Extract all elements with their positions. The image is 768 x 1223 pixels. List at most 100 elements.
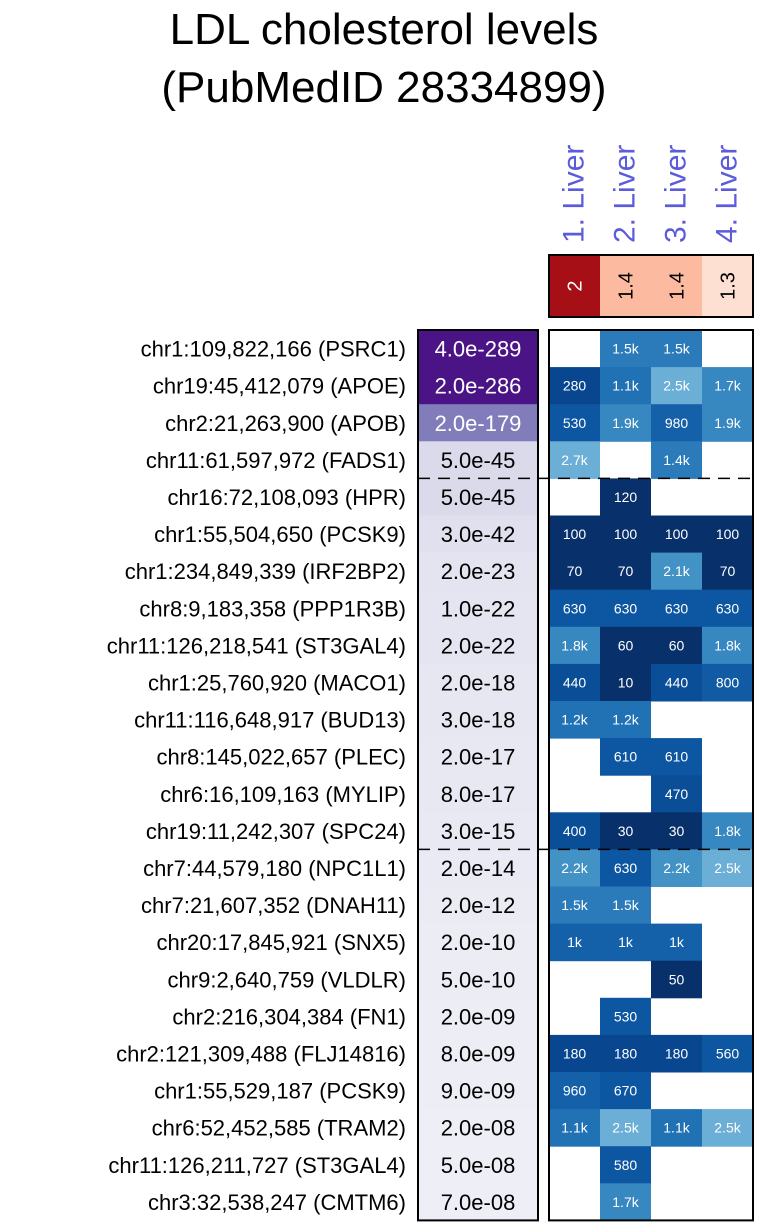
row-label: chr1:234,849,339 (IRF2BP2): [125, 559, 406, 584]
pvalue-cell: [418, 589, 538, 628]
heatmap-cell-label: 1.9k: [612, 415, 639, 431]
heatmap-cell-label: 2.1k: [663, 563, 690, 579]
column-score-box: [702, 255, 753, 317]
heatmap-cell: [702, 626, 753, 665]
heatmap-cell: [702, 552, 753, 591]
column-label: 1. Liver: [558, 145, 591, 243]
heatmap-cell: [651, 589, 702, 628]
heatmap-cell: [702, 589, 753, 628]
row-label: chr19:11,242,307 (SPC24): [146, 819, 406, 844]
row-label: chr16:72,108,093 (HPR): [168, 485, 406, 510]
pvalue-label: 5.0e-45: [441, 485, 516, 510]
pvalue-label: 9.0e-09: [441, 1079, 516, 1104]
heatmap-cell-label: 670: [614, 1083, 638, 1099]
heatmap-cell: [549, 441, 600, 479]
heatmap-cell-label: 2.5k: [714, 860, 741, 876]
heatmap-cell-label: 1.1k: [612, 378, 639, 394]
row-label: chr1:55,504,650 (PCSK9): [154, 522, 406, 547]
pvalue-label: 7.0e-08: [441, 1190, 516, 1215]
heatmap-cell-label: 610: [665, 749, 689, 765]
heatmap-cell-label: 100: [665, 526, 689, 542]
chart-subtitle: (PubMedID 28334899): [161, 63, 607, 112]
heatmap-cell-label: 50: [669, 971, 685, 987]
row-label: chr3:32,538,247 (CMTM6): [148, 1190, 406, 1215]
heatmap-cell: [600, 404, 651, 442]
heatmap-cell-label: 630: [716, 600, 740, 616]
heatmap-cell: [600, 701, 651, 739]
heatmap-cell: [549, 367, 600, 405]
heatmap-cell-label: 530: [563, 415, 587, 431]
pvalue-label: 2.0e-14: [441, 856, 516, 881]
heatmap-cell-label: 2.7k: [561, 452, 588, 468]
heatmap-cell-label: 1.1k: [561, 1120, 588, 1136]
heatmap-cell: [600, 812, 651, 850]
pvalue-cell: [418, 960, 538, 999]
pvalue-label: 4.0e-289: [435, 337, 522, 362]
heatmap-cell-label: 30: [669, 823, 685, 839]
heatmap-cell-label: 180: [563, 1045, 587, 1061]
heatmap-cell-label: 960: [563, 1083, 587, 1099]
heatmap-cell-label: 70: [720, 563, 736, 579]
pvalue-cell: [418, 663, 538, 702]
heatmap-cell: [549, 849, 600, 887]
heatmap-cell: [600, 663, 651, 702]
column-score-value: 1.4: [616, 272, 638, 300]
heatmap-cell-label: 180: [665, 1045, 689, 1061]
heatmap-cell-label: 630: [563, 600, 587, 616]
heatmap-cell-label: 470: [665, 786, 689, 802]
heatmap-cell-label: 1.7k: [612, 1194, 639, 1210]
heatmap-cell: [549, 626, 600, 665]
row-label: chr2:21,263,900 (APOB): [165, 411, 406, 436]
heatmap-cell: [549, 1072, 600, 1110]
row-label: chr2:121,309,488 (FLJ14816): [116, 1041, 406, 1066]
heatmap-cell: [600, 552, 651, 591]
heatmap-cell: [600, 886, 651, 925]
heatmap-cell: [549, 552, 600, 591]
heatmap-cell: [600, 923, 651, 962]
heatmap-cell-label: 2.2k: [561, 860, 588, 876]
heatmap-cell-label: 2.2k: [663, 860, 690, 876]
heatmap-cell-label: 1.5k: [612, 341, 639, 357]
heatmap-cell-label: 1k: [618, 934, 634, 950]
heatmap-cell: [600, 1146, 651, 1184]
heatmap-cell: [651, 738, 702, 776]
heatmap-cell: [600, 997, 651, 1036]
heatmap-cell-label: 630: [665, 600, 689, 616]
row-label: chr11:116,648,917 (BUD13): [134, 708, 406, 733]
heatmap-cell: [549, 663, 600, 702]
heatmap-cell-label: 1.2k: [561, 712, 588, 728]
pvalue-label: 2.0e-08: [441, 1116, 516, 1141]
row-label: chr7:44,579,180 (NPC1L1): [143, 856, 406, 881]
heatmap-cell-label: 800: [716, 674, 740, 690]
heatmap-cell-label: 60: [669, 637, 685, 653]
heatmap-cell: [549, 923, 600, 962]
pvalue-cell: [418, 1146, 538, 1184]
heatmap-cell-label: 1.5k: [612, 897, 639, 913]
pvalue-label: 2.0e-18: [441, 670, 516, 695]
row-label: chr19:45,412,079 (APOE): [153, 374, 406, 399]
pvalue-label: 1.0e-22: [441, 596, 516, 621]
pvalue-cell: [418, 701, 538, 739]
heatmap-cell: [651, 812, 702, 850]
pvalue-cell: [418, 812, 538, 850]
heatmap-cell: [600, 849, 651, 887]
column-label: 4. Liver: [711, 145, 744, 243]
heatmap-cell: [651, 1109, 702, 1147]
pvalue-label: 2.0e-23: [441, 559, 516, 584]
heatmap-cell-label: 1k: [567, 934, 583, 950]
column-score-value: 2: [565, 280, 587, 291]
heatmap-cell: [549, 589, 600, 628]
heatmap-cell: [651, 626, 702, 665]
pvalue-label: 3.0e-42: [441, 522, 516, 547]
column-score-border: [548, 254, 754, 318]
heatmap-cell-label: 1.5k: [663, 341, 690, 357]
pvalue-cell: [418, 330, 538, 368]
heatmap-cell-label: 2.5k: [714, 1120, 741, 1136]
pvalue-label: 3.0e-15: [441, 819, 516, 844]
heatmap-cell-label: 10: [618, 674, 634, 690]
heatmap-cell: [651, 849, 702, 887]
column-score-value: 1.4: [667, 272, 689, 300]
heatmap-cell: [651, 663, 702, 702]
heatmap-cell-label: 1.7k: [714, 378, 741, 394]
heatmap-cell: [600, 626, 651, 665]
